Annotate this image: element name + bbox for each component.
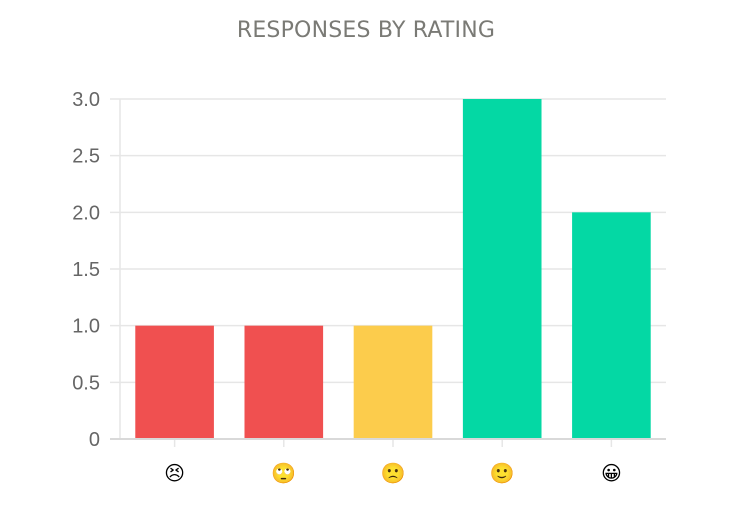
bar [462, 99, 542, 439]
chart-title: RESPONSES BY RATING [236, 18, 496, 43]
grinning-face-icon: 😀 [601, 461, 622, 485]
eye-roll-face-icon: 🙄 [271, 461, 296, 485]
y-tick-labels: 0 0.5 1.0 1.5 2.0 2.5 3.0 [72, 89, 100, 451]
y-tick-label: 0.5 [72, 372, 100, 394]
y-tick-label: 0 [89, 429, 100, 451]
y-tick-label: 2.5 [72, 146, 100, 168]
bar [572, 212, 651, 439]
y-tick-label: 2.0 [72, 202, 100, 224]
axes [110, 99, 666, 447]
x-tick-labels: 😣 🙄 🙁 🙂 😀 [164, 461, 622, 485]
y-tick-label: 1.5 [72, 259, 100, 281]
y-tick-label: 1.0 [72, 316, 100, 338]
bar [135, 325, 214, 439]
persevering-face-icon: 😣 [164, 461, 185, 485]
bar [244, 325, 324, 439]
slightly-smiling-face-icon: 🙂 [490, 461, 515, 485]
slightly-frowning-face-icon: 🙁 [381, 461, 406, 485]
bar [353, 325, 433, 439]
bars [135, 99, 651, 439]
y-tick-label: 3.0 [72, 89, 100, 111]
